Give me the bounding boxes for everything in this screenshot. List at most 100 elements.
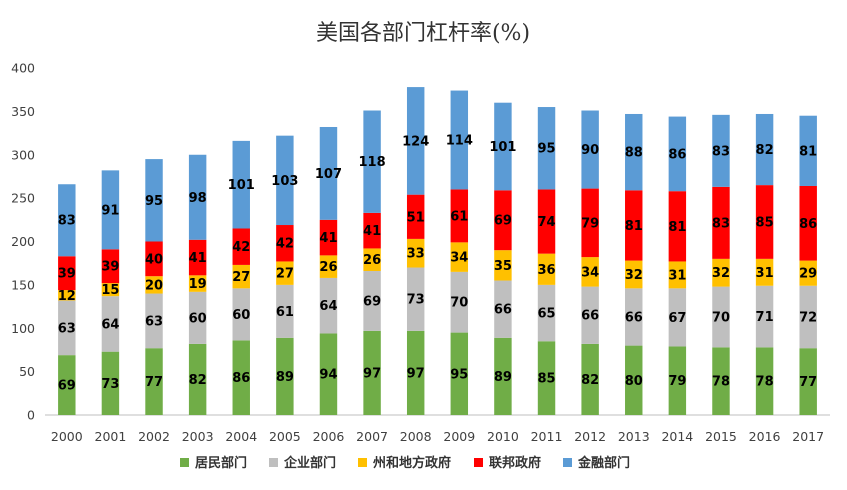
data-label: 103 [271,174,298,189]
y-tick-label: 350 [11,104,35,119]
data-label: 63 [145,314,163,329]
x-tick-label: 2010 [487,429,519,444]
bar-segment [712,186,730,259]
legend-swatch [474,458,483,467]
x-tick-label: 2016 [749,429,781,444]
bar-segment [537,253,556,285]
bar-segment [101,170,120,250]
data-label: 61 [276,305,294,320]
x-tick-label: 2017 [792,429,824,444]
bar-segment [406,267,425,331]
x-tick-label: 2006 [313,429,345,444]
data-label: 60 [232,308,250,323]
data-label: 81 [625,219,643,234]
bar-segment [101,283,120,297]
bar-segment [581,343,599,415]
data-label: 89 [494,370,512,385]
x-tick-label: 2008 [400,429,432,444]
bar-segment [625,190,643,261]
data-label: 69 [363,294,381,309]
bar-segment [406,194,425,239]
x-tick-label: 2001 [95,429,127,444]
plot-area: 69 63 12 39 83 73 64 15 39 91 77 63 20 40 95 82 60 19 41 98… [58,87,817,415]
data-label: 81 [799,144,817,159]
x-tick-label: 2007 [356,429,388,444]
bar-segment [101,296,120,352]
data-label: 70 [712,310,730,325]
bar-segment [232,288,250,341]
data-label: 114 [446,134,473,149]
bar-segment [799,285,817,349]
bar-segment [581,286,599,344]
bar-segment [712,258,730,287]
bar-segment [58,290,76,301]
data-label: 78 [712,375,730,390]
bar-segment [363,110,381,213]
data-label: 69 [494,214,512,229]
legend-swatch [563,458,572,467]
bar-segment [494,337,512,415]
data-label: 26 [319,260,337,275]
x-tick-label: 2000 [51,429,83,444]
data-label: 107 [315,167,342,182]
bar-segment [625,260,643,289]
bar-segment [145,293,163,349]
data-label: 74 [537,215,555,230]
data-label: 61 [450,209,468,224]
y-tick-label: 0 [27,408,35,423]
bar-segment [494,250,512,281]
data-label: 88 [625,146,643,161]
bar-segment [58,184,76,257]
bar-segment [712,114,730,187]
data-label: 118 [359,155,386,170]
bar-segment [450,90,469,190]
bar-segment [668,288,687,347]
data-label: 101 [228,178,255,193]
bar-segment [537,341,556,415]
data-label: 86 [799,217,817,232]
bar-segment [494,280,512,338]
legend-label: 州和地方政府 [372,455,451,471]
bar-segment [363,270,381,331]
bar-segment [494,190,512,251]
data-label: 66 [625,310,643,325]
bar-segment [450,332,469,415]
data-label: 85 [756,215,774,230]
data-label: 82 [189,373,207,388]
bar-segment [188,291,207,344]
data-label: 64 [101,317,119,332]
data-label: 42 [276,237,294,252]
data-label: 83 [712,144,730,159]
data-label: 79 [668,374,686,389]
data-label: 20 [145,278,163,293]
data-label: 78 [756,375,774,390]
data-label: 97 [363,366,381,381]
bar-segment [276,261,294,285]
data-label: 31 [668,268,686,283]
x-tick-label: 2004 [225,429,257,444]
y-tick-label: 300 [11,147,35,162]
data-label: 79 [581,216,599,231]
data-label: 27 [232,270,250,285]
data-label: 94 [319,368,337,383]
bar-segment [276,135,294,226]
data-label: 83 [58,214,76,229]
data-label: 26 [363,253,381,268]
data-label: 90 [581,143,599,158]
bar-segment [319,333,338,415]
data-label: 27 [276,267,294,282]
data-label: 81 [668,220,686,235]
legend-swatch [358,458,367,467]
bar-segment [581,110,599,189]
bar-segment [581,188,599,258]
bar-segment [188,154,207,240]
bar-segment [406,330,425,415]
x-tick-label: 2014 [661,429,693,444]
bar-segment [276,225,294,262]
bar-segment [668,116,687,192]
bar-segment [537,107,556,190]
legend-label: 居民部门 [195,455,247,471]
x-tick-label: 2003 [182,429,214,444]
bar-segment [232,340,250,415]
